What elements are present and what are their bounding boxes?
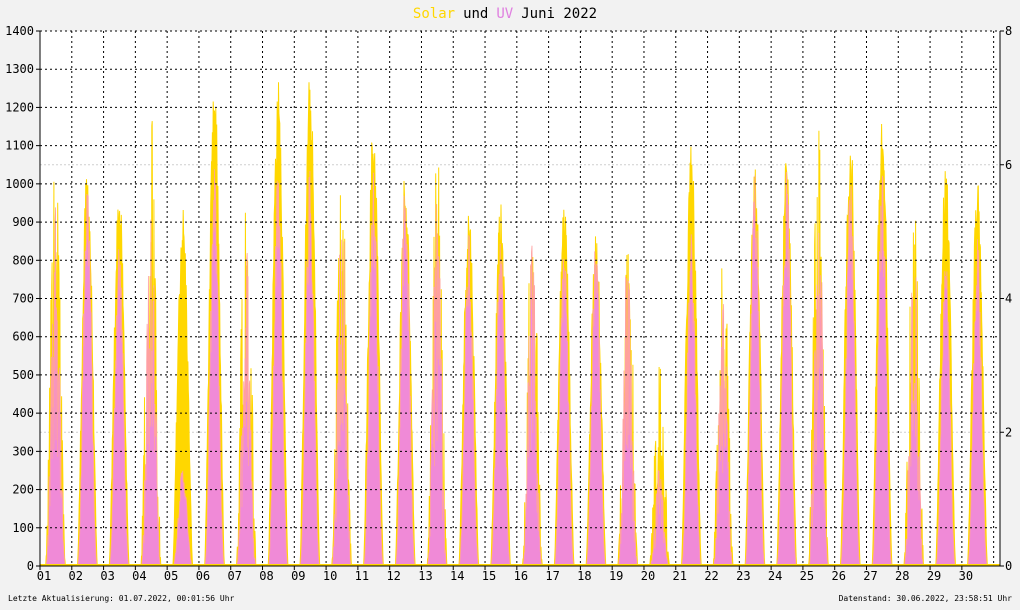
title-und: und	[463, 6, 488, 22]
solar-area-day-05	[172, 209, 194, 567]
uv-area-day-05	[172, 470, 193, 567]
x-tick-label-14: 14	[450, 569, 464, 583]
y-right-tick-label-8: 8	[1005, 24, 1012, 38]
uv-area-day-21	[681, 234, 702, 567]
y-left-tick-label-100: 100	[12, 521, 34, 535]
x-tick-label-13: 13	[418, 569, 432, 583]
x-tick-label-06: 06	[196, 569, 210, 583]
x-tick-label-02: 02	[69, 569, 83, 583]
x-tick-label-09: 09	[291, 569, 305, 583]
uv-area-day-01	[44, 207, 66, 567]
y-left-tick-label-400: 400	[12, 406, 34, 420]
x-tick-label-03: 03	[100, 569, 114, 583]
tick-labels: 0100200300400500600700800900100011001200…	[5, 24, 1012, 583]
y-left-tick-label-300: 300	[12, 444, 34, 458]
x-tick-label-28: 28	[895, 569, 909, 583]
grid-lines	[40, 30, 1000, 566]
uv-area-day-06	[204, 169, 226, 567]
y-left-tick-label-600: 600	[12, 330, 34, 344]
y-left-tick-label-1000: 1000	[5, 177, 34, 191]
x-tick-label-27: 27	[863, 569, 877, 583]
title-period: Juni 2022	[521, 6, 597, 22]
uv-area-day-19	[616, 276, 638, 567]
y-left-tick-label-700: 700	[12, 292, 34, 306]
chart-title: Solar und UV Juni 2022	[413, 6, 597, 22]
x-tick-label-20: 20	[641, 569, 655, 583]
uv-area-day-30	[967, 239, 988, 567]
y-left-tick-label-1400: 1400	[5, 24, 34, 38]
y-left-tick-label-200: 200	[12, 483, 34, 497]
x-tick-label-18: 18	[577, 569, 591, 583]
series-layer	[40, 82, 1000, 567]
y-left-tick-label-0: 0	[27, 559, 34, 573]
x-tick-label-22: 22	[704, 569, 718, 583]
title-uv: UV	[496, 6, 513, 22]
x-tick-label-15: 15	[482, 569, 496, 583]
uv-area-day-27	[871, 175, 893, 567]
x-tick-label-25: 25	[800, 569, 814, 583]
y-left-tick-label-1100: 1100	[5, 139, 34, 153]
x-tick-label-19: 19	[609, 569, 623, 583]
y-left-tick-label-800: 800	[12, 253, 34, 267]
x-tick-label-08: 08	[259, 569, 273, 583]
x-tick-label-04: 04	[132, 569, 146, 583]
y-right-tick-label-2: 2	[1005, 425, 1012, 439]
y-left-tick-label-1200: 1200	[5, 100, 34, 114]
x-tick-label-29: 29	[927, 569, 941, 583]
x-tick-label-11: 11	[355, 569, 369, 583]
uv-area-day-13	[426, 204, 448, 567]
uv-area-day-20	[649, 470, 670, 567]
x-tick-label-17: 17	[545, 569, 559, 583]
title-solar: Solar	[413, 6, 455, 22]
x-tick-label-30: 30	[959, 569, 973, 583]
uv-area-day-29	[935, 271, 957, 567]
y-left-tick-label-1300: 1300	[5, 62, 34, 76]
footer-data-state: Datenstand: 30.06.2022, 23:58:51 Uhr	[839, 594, 1013, 603]
uv-area-day-07	[236, 252, 257, 567]
uv-area-day-12	[395, 195, 416, 567]
solar-area-day-20	[649, 366, 670, 567]
axes	[36, 30, 1004, 570]
x-tick-label-24: 24	[768, 569, 782, 583]
uv-area-day-11	[362, 172, 384, 567]
uv-area-day-02	[76, 193, 98, 567]
y-right-tick-label-6: 6	[1005, 158, 1012, 172]
uv-area-day-18	[585, 251, 607, 567]
reference-lines	[40, 164, 1000, 433]
uv-area-day-17	[553, 258, 575, 567]
uv-area-day-15	[490, 243, 512, 567]
x-tick-label-21: 21	[673, 569, 687, 583]
x-tick-label-12: 12	[386, 569, 400, 583]
uv-area-day-08	[267, 180, 289, 567]
y-right-tick-label-0: 0	[1005, 559, 1012, 573]
uv-area-day-26	[839, 186, 861, 567]
x-tick-label-16: 16	[514, 569, 528, 583]
uv-area-day-22	[712, 304, 734, 567]
uv-area-day-24	[776, 171, 798, 567]
x-tick-label-26: 26	[831, 569, 845, 583]
uv-area-day-09	[299, 170, 321, 567]
uv-area-day-16	[521, 245, 544, 567]
x-tick-label-01: 01	[37, 569, 51, 583]
x-tick-label-23: 23	[736, 569, 750, 583]
uv-area-day-23	[744, 175, 766, 567]
uv-area-day-04	[140, 219, 162, 567]
x-tick-label-10: 10	[323, 569, 337, 583]
uv-area-day-03	[108, 249, 130, 567]
x-tick-label-07: 07	[228, 569, 242, 583]
x-tick-label-05: 05	[164, 569, 178, 583]
uv-area-day-10	[331, 239, 352, 567]
y-left-tick-label-900: 900	[12, 215, 34, 229]
y-right-tick-label-4: 4	[1005, 292, 1012, 306]
uv-area-day-28	[903, 277, 925, 567]
footer-last-update: Letzte Aktualisierung: 01.07.2022, 00:01…	[8, 594, 235, 603]
y-left-tick-label-500: 500	[12, 368, 34, 382]
